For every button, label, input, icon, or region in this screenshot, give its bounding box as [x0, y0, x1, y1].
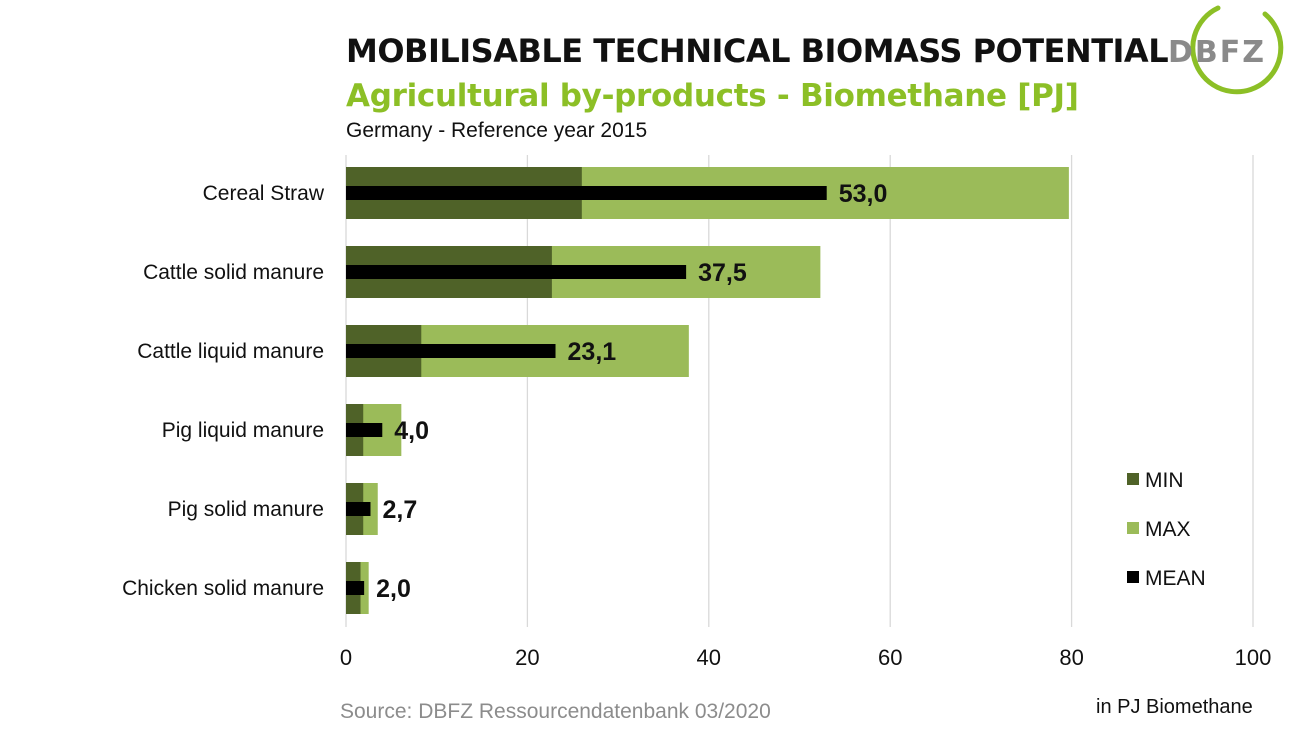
x-tick-label-20: 20	[515, 645, 539, 670]
data-label-cattle-solid-manure: 37,5	[698, 259, 747, 287]
legend-label-max: MAX	[1145, 518, 1191, 541]
legend-label-mean: MEAN	[1145, 567, 1206, 590]
dbfz-logo: DBFZ	[1168, 5, 1284, 95]
bars: 53,0 37,5 23,1 4,0 2,7 2,0	[346, 167, 1069, 614]
logo-arc	[1190, 5, 1284, 95]
gridlines	[345, 155, 1254, 627]
legend-swatch-max	[1127, 522, 1139, 534]
chart-subtitle: Agricultural by-products - Biomethane [P…	[346, 78, 1079, 114]
data-label-pig-liquid-manure: 4,0	[394, 417, 429, 445]
data-label-cattle-liquid-manure: 23,1	[568, 338, 617, 366]
data-label-cereal-straw: 53,0	[839, 180, 888, 208]
x-tick-label-40: 40	[697, 645, 721, 670]
x-axis-unit: in PJ Biomethane	[1096, 696, 1253, 718]
legend-swatch-mean	[1127, 571, 1139, 583]
bar-mean-cattle-liquid-manure	[346, 344, 556, 358]
chart-title: MOBILISABLE TECHNICAL BIOMASS POTENTIAL	[346, 32, 1169, 70]
x-tick-label-80: 80	[1059, 645, 1083, 670]
category-label-cattle-liquid-manure: Cattle liquid manure	[137, 340, 324, 363]
x-tick-label-100: 100	[1235, 645, 1272, 670]
source-note: Source: DBFZ Ressourcendatenbank 03/2020	[340, 700, 771, 723]
bar-mean-cattle-solid-manure	[346, 265, 687, 279]
x-tick-label-0: 0	[340, 645, 352, 670]
bar-mean-pig-liquid-manure	[346, 423, 383, 437]
bar-mean-cereal-straw	[346, 186, 827, 200]
bar-mean-chicken-solid-manure	[346, 581, 365, 595]
category-label-pig-liquid-manure: Pig liquid manure	[162, 419, 324, 442]
x-tick-labels: 0 20 40 60 80 100	[340, 645, 1271, 670]
chart-note: Germany - Reference year 2015	[346, 119, 648, 142]
x-tick-label-60: 60	[878, 645, 902, 670]
data-label-chicken-solid-manure: 2,0	[376, 575, 411, 603]
bar-mean-pig-solid-manure	[346, 502, 371, 516]
data-label-pig-solid-manure: 2,7	[382, 496, 417, 524]
category-label-cattle-solid-manure: Cattle solid manure	[143, 261, 324, 284]
category-labels: Cereal Straw Cattle solid manure Cattle li…	[122, 182, 325, 600]
category-label-chicken-solid-manure: Chicken solid manure	[122, 577, 324, 600]
category-label-pig-solid-manure: Pig solid manure	[168, 498, 324, 521]
legend-label-min: MIN	[1145, 469, 1184, 492]
logo-text: DBFZ	[1168, 35, 1266, 70]
legend: MIN MAX MEAN	[1127, 469, 1206, 590]
legend-swatch-min	[1127, 473, 1139, 485]
category-label-cereal-straw: Cereal Straw	[203, 182, 325, 205]
